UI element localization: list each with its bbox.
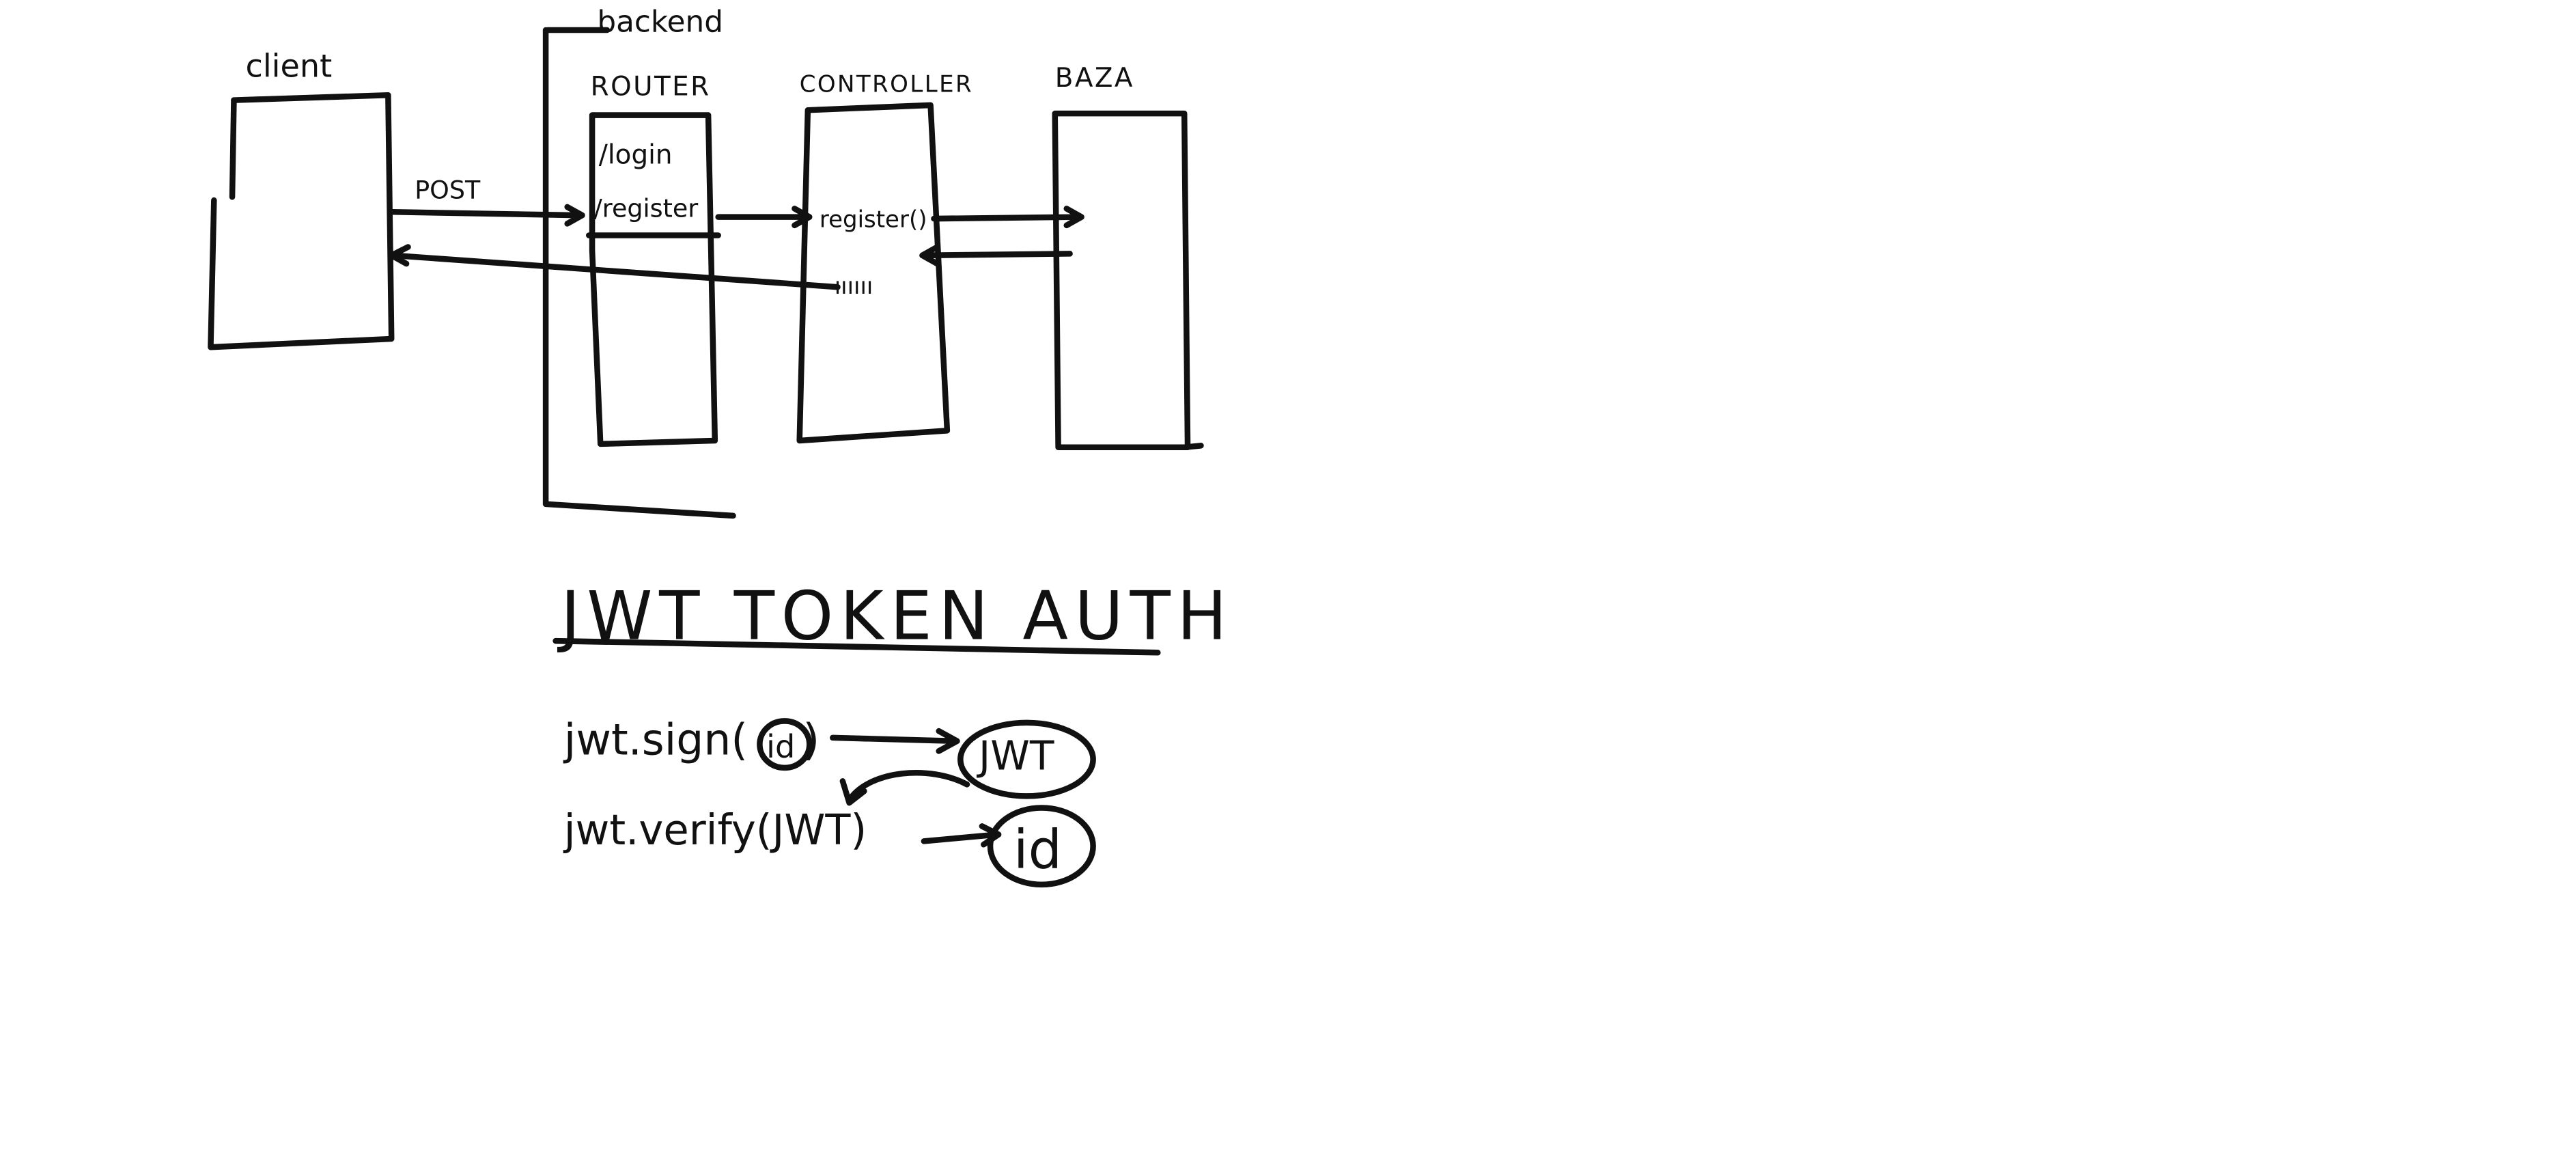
router-route-register: /register: [594, 194, 699, 223]
jwt-feedback-curve: [848, 769, 970, 801]
jwt-section: JWT TOKEN AUTH jwt.sign( id ) JWT jwt.ve…: [552, 577, 1227, 888]
database-title: BAZA: [1055, 63, 1134, 94]
jwt-sign-result: JWT: [976, 732, 1054, 779]
router-route-login: /login: [599, 139, 673, 170]
jwt-sign-prefix: jwt.sign(: [563, 714, 748, 764]
verify-result-circle: [987, 805, 1096, 888]
database-to-controller-arrow: [919, 244, 1073, 267]
client-label: client: [245, 47, 332, 84]
router-box: ROUTER /login /register: [585, 71, 721, 447]
jwt-sign-suffix: ): [803, 714, 820, 764]
database-box: BAZA: [1052, 63, 1204, 451]
jwt-verify-result: id: [1013, 819, 1062, 881]
backend-label: backend: [597, 4, 723, 39]
controller-title: CONTROLLER: [800, 70, 973, 98]
controller-box: CONTROLLER register() ıııııı: [796, 70, 973, 444]
jwt-verify-call: jwt.verify(JWT): [563, 806, 867, 855]
post-label: POST: [415, 176, 481, 205]
post-request-arrow: POST: [390, 176, 585, 227]
router-to-controller-arrow: [715, 206, 813, 229]
response-arrow: [388, 244, 841, 290]
router-title: ROUTER: [591, 71, 711, 102]
controller-scribble: ıııııı: [835, 273, 873, 300]
controller-method: register(): [820, 206, 927, 233]
sign-arg-circle: [757, 718, 813, 771]
jwt-sign-arg: id: [766, 728, 795, 765]
client-box: client: [208, 47, 395, 350]
jwt-result-circle: [957, 719, 1096, 799]
controller-to-database-arrow: [931, 206, 1084, 229]
backend-boundary: backend: [542, 4, 736, 519]
